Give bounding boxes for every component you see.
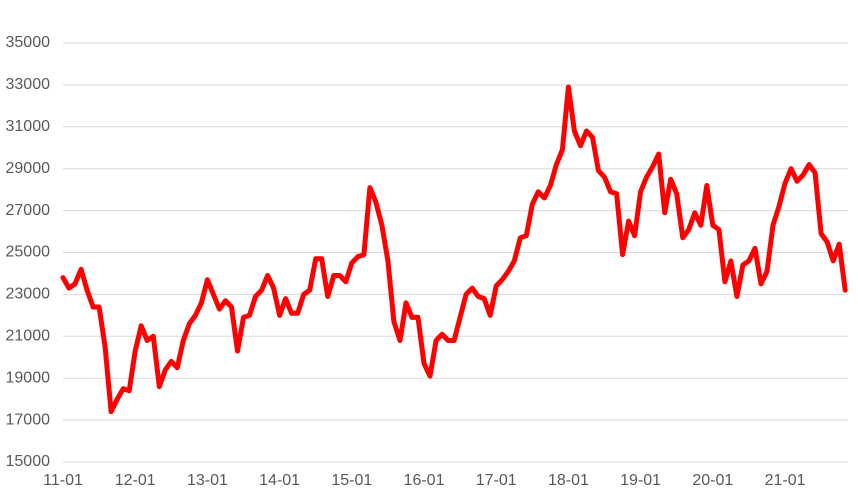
y-tick-label: 33000 [6,76,51,93]
y-tick-label: 23000 [6,286,51,303]
x-tick-label: 17-01 [476,472,517,489]
x-tick-label: 13-01 [187,472,228,489]
y-tick-label: 35000 [6,34,51,51]
x-tick-label: 12-01 [115,472,156,489]
x-tick-label: 15-01 [331,472,372,489]
x-tick-label: 14-01 [259,472,300,489]
y-tick-label: 15000 [6,453,51,470]
y-tick-label: 25000 [6,244,51,261]
line [60,84,848,415]
y-tick-label: 27000 [6,202,51,219]
x-tick-label: 18-01 [548,472,589,489]
y-tick-label: 19000 [6,369,51,386]
x-tick-label: 11-01 [43,472,83,489]
x-tick-label: 21-01 [765,472,806,489]
x-tick-label: 19-01 [620,472,661,489]
y-tick-label: 17000 [6,411,51,428]
y-tick-label: 31000 [6,118,51,135]
x-tick-label: 20-01 [692,472,733,489]
y-tick-label: 29000 [6,160,51,177]
x-tick-label: 16-01 [404,472,445,489]
y-tick-label: 21000 [6,328,51,345]
